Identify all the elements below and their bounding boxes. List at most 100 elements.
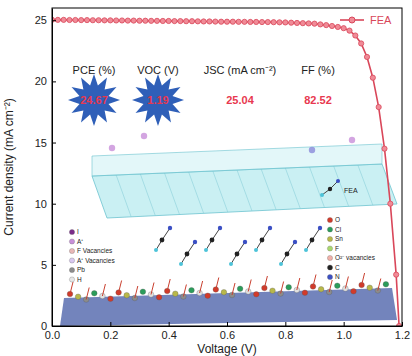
stat-value: 25.04 xyxy=(226,94,254,106)
inset-key-label: Cl xyxy=(335,226,342,233)
inset-grid-line xyxy=(116,175,131,217)
stat-label: JSC (mA cm⁻²) xyxy=(204,64,276,76)
x-tick: 0.4 xyxy=(162,322,177,341)
inset-bond xyxy=(119,281,122,293)
series-marker xyxy=(300,21,305,26)
data-layer xyxy=(52,17,402,326)
inset-key-swatch xyxy=(327,265,332,270)
series-marker xyxy=(364,54,369,59)
inset-atom xyxy=(260,238,265,243)
inset-atom xyxy=(243,240,247,244)
series-marker xyxy=(108,18,113,23)
inset-key-swatch xyxy=(327,236,332,241)
y-tick-label: 0 xyxy=(41,320,47,332)
stat-value: 1.19 xyxy=(147,94,168,106)
series-marker xyxy=(84,18,89,23)
inset-atom xyxy=(328,187,332,191)
y-tick: 15 xyxy=(35,137,56,149)
inset-bond xyxy=(313,275,316,287)
inset-bond xyxy=(86,288,89,300)
series-marker xyxy=(207,19,212,24)
inset-key-label: O²⁻ vacancies xyxy=(335,254,376,261)
inset-atom xyxy=(75,294,81,300)
y-tick-label: 20 xyxy=(35,75,47,87)
series-marker xyxy=(306,21,311,26)
series-marker xyxy=(61,17,66,22)
legend: FEA xyxy=(340,14,392,26)
x-tick-label: 1.0 xyxy=(337,329,352,341)
series-marker xyxy=(254,19,259,24)
x-tick-mark xyxy=(344,322,345,326)
y-tick-mark xyxy=(52,265,56,266)
inset-key-swatch xyxy=(69,239,74,244)
inset-key: IA⁺F VacanciesA⁺ VacanciesPbHOClSnFO²⁻ v… xyxy=(69,179,375,283)
series-marker xyxy=(324,23,329,28)
inset-atom xyxy=(221,289,227,295)
x-tick: 0.2 xyxy=(103,322,118,341)
series-marker xyxy=(230,19,235,24)
inset-top-slab-face xyxy=(92,144,382,176)
inset-atom xyxy=(351,288,357,294)
inset-atom xyxy=(320,193,324,197)
y-tick: 5 xyxy=(41,259,56,271)
series-marker xyxy=(137,18,142,23)
y-tick-label: 10 xyxy=(35,198,47,210)
y-tick-label: 25 xyxy=(35,14,47,26)
inset-atom xyxy=(310,238,315,243)
inset-key-label: F Vacancies xyxy=(77,247,113,254)
series-marker xyxy=(172,18,177,23)
inset-atom xyxy=(204,248,208,252)
series-marker xyxy=(160,18,165,23)
series-marker xyxy=(131,18,136,23)
y-tick: 20 xyxy=(35,75,56,87)
inset-atom xyxy=(268,226,272,230)
inset-bond xyxy=(297,278,300,290)
inset-key-swatch xyxy=(327,246,332,251)
x-tick-mark xyxy=(169,322,170,326)
inset-atom xyxy=(179,262,183,266)
inset-atom xyxy=(229,262,233,266)
stat-label: PCE (%) xyxy=(73,64,116,76)
inset-bond xyxy=(102,284,105,296)
inset-key-label: Sn xyxy=(335,235,343,242)
plot-area: IA⁺F VacanciesA⁺ VacanciesPbHOClSnFO²⁻ v… xyxy=(35,8,410,341)
x-tick-label: 0.4 xyxy=(162,329,177,341)
inset-atom xyxy=(336,179,340,183)
inset-key-swatch xyxy=(69,277,74,282)
y-tick-mark xyxy=(52,143,56,144)
inset-key-label: C xyxy=(335,264,340,271)
inset-bond xyxy=(362,273,365,285)
inset-atom xyxy=(156,294,162,300)
inset-grid-line xyxy=(189,172,204,213)
inset-atom xyxy=(302,290,308,296)
inset-bond xyxy=(70,282,73,294)
x-tick-mark xyxy=(227,322,228,326)
inset-atom xyxy=(108,296,114,302)
inset-atom xyxy=(285,252,290,257)
inset-atom xyxy=(318,286,324,292)
series-marker xyxy=(259,19,264,24)
inset-key-swatch xyxy=(327,227,332,232)
inset-key-swatch xyxy=(69,267,74,272)
series-marker xyxy=(271,20,276,25)
series-marker xyxy=(312,21,317,26)
inset-key-label: I xyxy=(77,228,79,235)
inset-bond xyxy=(167,279,170,291)
inset-atom xyxy=(254,291,260,297)
inset-bond xyxy=(151,283,154,295)
x-tick-mark xyxy=(285,322,286,326)
series-marker xyxy=(242,19,247,24)
inset-bond xyxy=(378,279,381,291)
series-marker xyxy=(149,18,154,23)
series-marker xyxy=(114,18,119,23)
stat-value: 24.67 xyxy=(80,94,108,106)
x-tick-mark xyxy=(110,322,111,326)
series-marker xyxy=(125,18,130,23)
inset-grid-line xyxy=(285,168,300,209)
inset-atom xyxy=(173,291,179,297)
inset-bond xyxy=(281,282,284,294)
inset-ion xyxy=(309,147,315,153)
y-tick-label: 15 xyxy=(35,137,47,149)
chart-svg: IA⁺F VacanciesA⁺ VacanciesPbHOClSnFO²⁻ v… xyxy=(0,0,412,356)
inset-atom xyxy=(304,248,308,252)
